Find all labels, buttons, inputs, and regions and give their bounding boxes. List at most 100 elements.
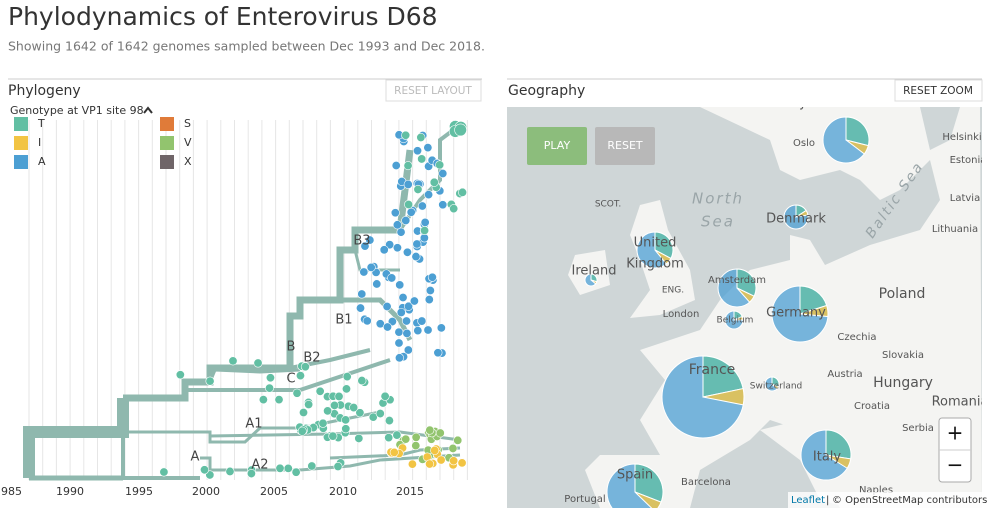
branch <box>183 358 391 398</box>
zoom-in[interactable]: + <box>947 421 964 445</box>
tip <box>372 279 382 289</box>
tip <box>398 293 408 303</box>
pie-slice <box>771 383 780 390</box>
legend-swatch[interactable] <box>14 117 28 131</box>
tip <box>413 326 423 336</box>
tip <box>392 243 402 253</box>
tip <box>417 154 427 164</box>
button-label: RESET <box>607 139 643 152</box>
tip <box>449 204 459 214</box>
tip <box>407 459 417 469</box>
attribution-text: © OpenStreetMap contributors <box>832 495 987 506</box>
map-label: France <box>689 362 736 378</box>
legend-label[interactable]: I <box>38 136 41 149</box>
map-label: Germany <box>766 306 826 321</box>
axis-tick-label: 1985 <box>0 485 22 498</box>
pie-slice <box>702 355 744 398</box>
tip <box>246 469 256 479</box>
map-label: Italy <box>813 450 842 465</box>
pie-slice <box>845 139 869 155</box>
tip <box>379 245 389 255</box>
tip <box>394 353 404 363</box>
page-title: Phylodynamics of Enterovirus D68 <box>8 2 438 31</box>
map-label: Poland <box>879 286 926 302</box>
tip <box>457 458 467 468</box>
pie-slice <box>845 116 870 147</box>
clade-label: B1 <box>335 313 352 328</box>
pie-slice <box>634 491 662 508</box>
tip <box>427 272 437 282</box>
tip <box>291 467 301 477</box>
pie-slice <box>590 279 598 285</box>
tip <box>334 391 344 401</box>
tip <box>404 301 414 311</box>
reset-zoom-button[interactable] <box>894 79 983 102</box>
tip <box>391 161 401 171</box>
map-label: Sea <box>701 213 735 231</box>
zoom-out[interactable]: − <box>947 453 964 477</box>
tip <box>416 132 426 142</box>
tip <box>453 435 463 445</box>
tip <box>382 301 392 311</box>
tip <box>357 289 367 299</box>
collapse-icon[interactable] <box>143 106 153 114</box>
tip <box>330 400 340 410</box>
tip <box>292 388 302 398</box>
tip <box>435 160 445 170</box>
map-label: Norway <box>757 96 807 111</box>
legend-swatch[interactable] <box>160 117 174 131</box>
tip <box>362 316 372 326</box>
clade-label: A2 <box>251 458 268 473</box>
tip <box>420 217 430 227</box>
tip <box>448 443 458 453</box>
legend-label[interactable]: S <box>184 117 191 130</box>
map-label: North <box>692 190 744 208</box>
legend-label[interactable]: T <box>37 117 45 130</box>
tip <box>200 465 210 475</box>
legend-label[interactable]: X <box>184 155 192 168</box>
tip <box>394 327 404 337</box>
map-label: London <box>663 309 700 320</box>
tip <box>387 273 397 283</box>
map-label: Denmark <box>766 212 826 227</box>
legend-swatch[interactable] <box>160 136 174 150</box>
map-label: Switzerland <box>750 382 803 392</box>
legend-label[interactable]: V <box>184 136 192 149</box>
tip <box>253 358 263 368</box>
map-label: Czechia <box>837 332 876 343</box>
branch <box>123 149 414 402</box>
tip <box>228 356 238 366</box>
tip <box>341 384 351 394</box>
tip <box>297 426 307 436</box>
legend-label[interactable]: A <box>38 155 46 168</box>
tip <box>354 433 364 443</box>
tip <box>425 425 435 435</box>
map-label: Helsinki <box>942 132 981 143</box>
tip <box>449 456 459 466</box>
map-label: Amsterdam <box>708 275 766 286</box>
tip <box>435 428 445 438</box>
tip <box>368 412 378 422</box>
attribution-link[interactable]: Leaflet <box>791 495 825 506</box>
play-button[interactable] <box>527 127 587 165</box>
reset-layout-button[interactable] <box>385 79 482 102</box>
map-label: Serbia <box>902 423 934 434</box>
tip <box>454 123 467 137</box>
legend-swatch[interactable] <box>14 136 28 150</box>
axis-tick-label: 2015 <box>396 485 424 498</box>
legend-swatch[interactable] <box>160 155 174 169</box>
legend-title[interactable]: Genotype at VP1 site 98 <box>10 104 144 117</box>
pie-slice <box>733 315 744 321</box>
tip <box>341 415 351 425</box>
tip <box>304 399 314 409</box>
attribution-sep: | <box>826 495 829 506</box>
tip <box>425 285 435 295</box>
tip <box>175 370 185 380</box>
tip <box>159 467 169 477</box>
legend-swatch[interactable] <box>14 155 28 169</box>
reset-map-button[interactable] <box>595 127 655 165</box>
tip <box>394 338 404 348</box>
tip <box>429 177 439 187</box>
map-label: Austria <box>827 369 862 380</box>
